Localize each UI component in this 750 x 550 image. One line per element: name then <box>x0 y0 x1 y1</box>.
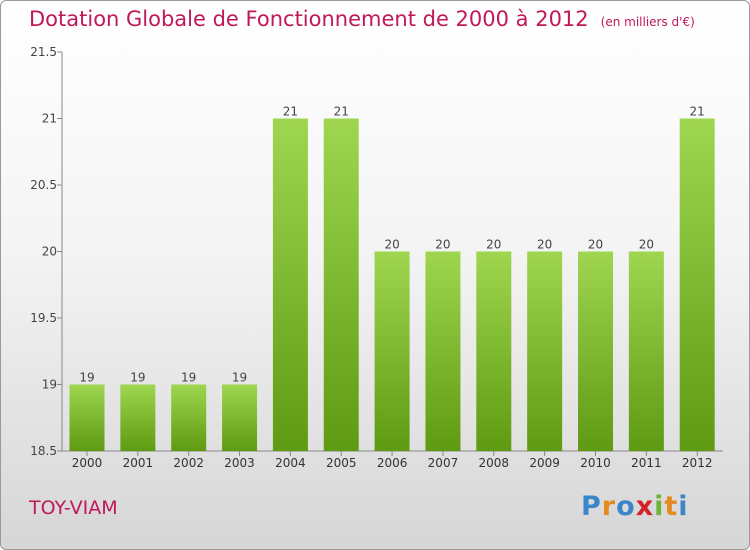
bar[interactable] <box>527 251 563 452</box>
data-label: 20 <box>486 238 501 252</box>
data-label: 19 <box>232 371 247 385</box>
logo-letter: i <box>654 491 665 522</box>
data-label: 20 <box>435 238 450 252</box>
x-tick-label: 2002 <box>173 456 204 470</box>
data-label: 19 <box>130 371 145 385</box>
bars <box>69 118 715 452</box>
bar[interactable] <box>120 384 156 452</box>
data-label: 20 <box>537 238 552 252</box>
x-tick-label: 2005 <box>326 456 357 470</box>
bar[interactable] <box>323 118 359 452</box>
bar[interactable] <box>374 251 410 452</box>
y-tick-label: 21 <box>42 112 57 126</box>
bar[interactable] <box>272 118 308 452</box>
axes: 18.5 19 19.5 20 20.5 21 21.5 2000 2001 2002 2003 20… <box>30 45 723 470</box>
x-tick-label: 2010 <box>580 456 611 470</box>
commune-name: TOY-VIAM <box>29 497 118 519</box>
logo-letter: o <box>616 491 636 522</box>
x-tick-label: 2000 <box>72 456 103 470</box>
data-label: 20 <box>384 238 399 252</box>
x-tick-label: 2012 <box>682 456 713 470</box>
x-tick-label: 2003 <box>224 456 255 470</box>
data-label: 21 <box>690 105 705 119</box>
bar[interactable] <box>69 384 105 452</box>
x-tick-label: 2009 <box>529 456 560 470</box>
y-tick-label: 19.5 <box>30 311 57 325</box>
data-label: 20 <box>588 238 603 252</box>
data-label: 19 <box>181 371 196 385</box>
bar[interactable] <box>171 384 207 452</box>
logo-letter: i <box>678 491 689 522</box>
title-line: Dotation Globale de Fonctionnement de 20… <box>29 7 695 31</box>
x-tick-label: 2007 <box>428 456 459 470</box>
bar[interactable] <box>628 251 664 452</box>
logo-letter: x <box>635 491 655 522</box>
data-label: 20 <box>639 238 654 252</box>
x-tick-label: 2004 <box>275 456 306 470</box>
bar[interactable] <box>578 251 613 452</box>
chart-title: Dotation Globale de Fonctionnement de 20… <box>29 7 589 31</box>
x-tick-label: 2006 <box>377 456 408 470</box>
data-label: 19 <box>79 371 94 385</box>
x-tick-label: 2011 <box>631 456 662 470</box>
bar[interactable] <box>679 118 715 452</box>
chart-subtitle: (en milliers d'€) <box>600 15 695 29</box>
logo-letter: r <box>601 491 617 522</box>
bar[interactable] <box>476 251 512 452</box>
y-tick-label: 20.5 <box>30 178 57 192</box>
logo-letter: t <box>664 491 679 522</box>
proxiti-logo[interactable]: Proxiti <box>581 491 689 522</box>
logo-letter: P <box>581 491 602 522</box>
bar[interactable] <box>222 384 258 452</box>
x-tick-label: 2008 <box>479 456 510 470</box>
data-labels: 19 19 19 19 21 21 20 20 20 20 20 20 21 <box>79 105 704 385</box>
y-tick-label: 20 <box>42 245 57 259</box>
data-label: 21 <box>334 105 349 119</box>
x-tick-label: 2001 <box>123 456 154 470</box>
y-tick-label: 18.5 <box>30 444 57 458</box>
bar[interactable] <box>425 251 461 452</box>
data-label: 21 <box>283 105 298 119</box>
y-tick-label: 21.5 <box>30 45 57 59</box>
y-tick-label: 19 <box>42 378 57 392</box>
